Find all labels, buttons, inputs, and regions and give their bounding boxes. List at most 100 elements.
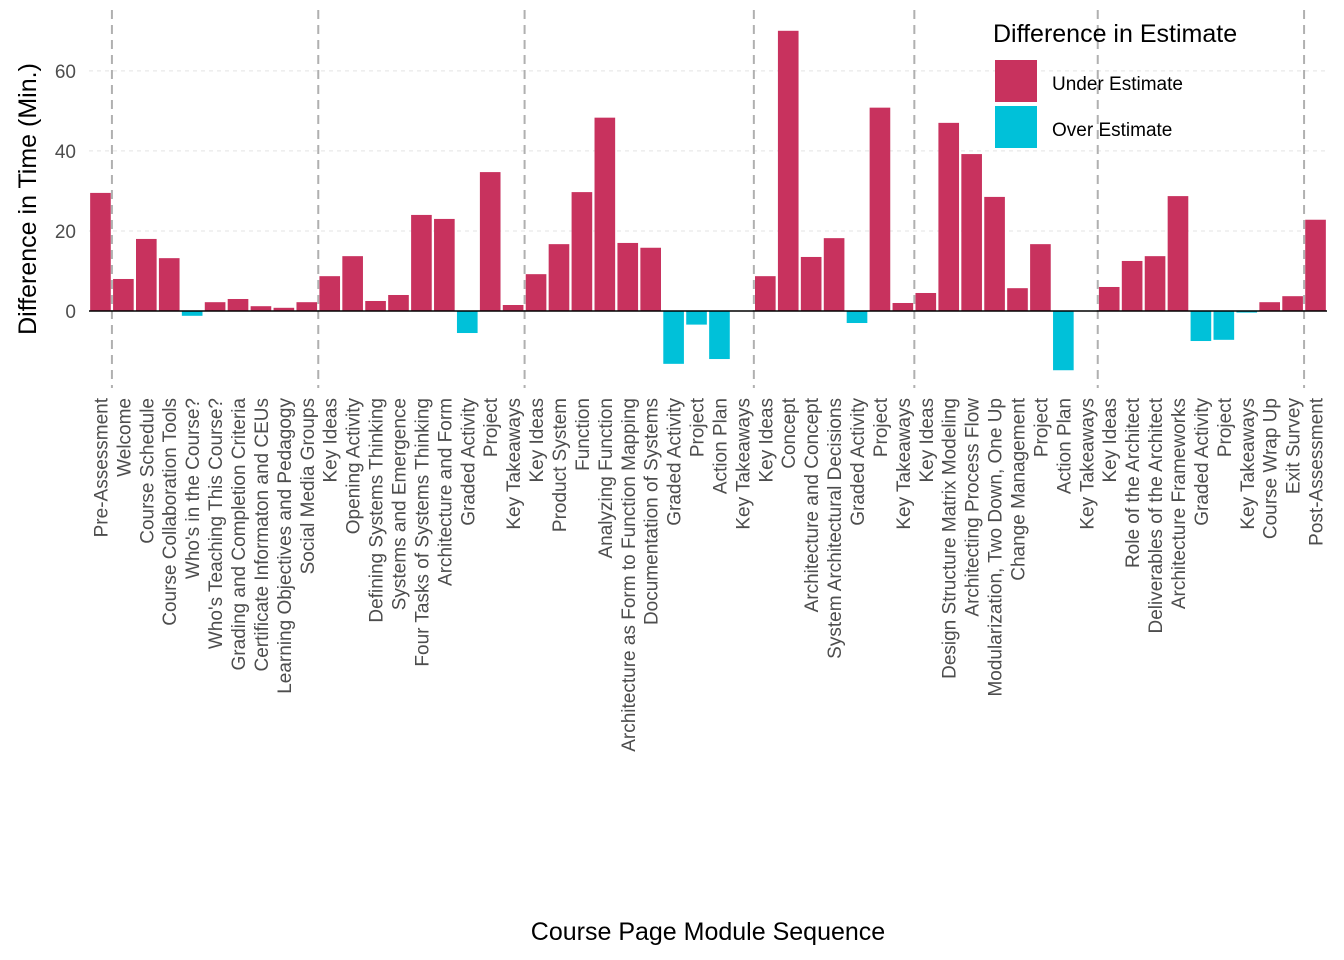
bar [434, 218, 455, 311]
legend: Difference in Estimate Under Estimate Ov… [993, 20, 1237, 148]
bar [1144, 256, 1166, 311]
y-tick-label: 60 [55, 62, 76, 83]
x-tick-label: Certificate Informaton and CEUs [252, 398, 273, 672]
section-dividers [110, 10, 1306, 388]
x-tick-label: Deliverables of the Architect [1146, 397, 1167, 633]
bar [640, 247, 661, 311]
x-tick-label: Change Management [1009, 397, 1030, 580]
x-tick-label: Project [481, 397, 502, 457]
x-tick-label: Project [1031, 397, 1052, 457]
bar [823, 238, 845, 311]
x-tick-label: Pre-Assessment [91, 397, 112, 537]
x-tick-label: Defining Systems Thinking [367, 398, 388, 623]
legend-label-over: Over Estimate [1052, 120, 1172, 141]
x-tick-label: Action Plan [710, 398, 731, 494]
x-tick-label: Key Takeaways [1077, 398, 1098, 530]
x-axis-title: Course Page Module Sequence [531, 918, 885, 946]
x-tick-label: Architecture Frameworks [1169, 398, 1190, 609]
x-tick-label: Project [688, 397, 709, 457]
x-tick-label: Role of the Architect [1123, 397, 1144, 568]
bar [800, 256, 822, 311]
bar [525, 274, 547, 311]
x-tick-label: Learning Objectives and Pedagogy [275, 398, 296, 694]
x-tick-label: Key Ideas [756, 398, 777, 483]
bar [158, 258, 180, 311]
legend-title: Difference in Estimate [993, 20, 1237, 48]
legend-swatch-over [995, 106, 1037, 148]
x-tick-label: Architecture and Form [435, 398, 456, 586]
bar [1282, 296, 1303, 311]
bar [777, 30, 799, 311]
bar [502, 305, 524, 311]
bar [204, 302, 226, 311]
x-tick-label: Key Ideas [917, 398, 938, 483]
y-tick-label: 20 [55, 222, 76, 243]
bar [1030, 244, 1051, 311]
bar [938, 122, 960, 311]
bar [755, 276, 776, 311]
bar [1190, 311, 1212, 342]
x-tick-label: Graded Activity [848, 398, 869, 526]
x-tick-label: Graded Activity [1192, 398, 1213, 526]
bar [571, 192, 593, 311]
bar [1259, 302, 1280, 311]
bar [892, 302, 914, 311]
x-tick-label: Course Wrap Up [1261, 398, 1282, 539]
bar [961, 154, 982, 311]
bar [319, 276, 341, 311]
bars [90, 30, 1326, 371]
bar [1053, 311, 1074, 371]
bar [90, 192, 111, 311]
bar [663, 311, 684, 364]
bar [686, 311, 707, 325]
y-tick-label: 0 [65, 302, 76, 323]
x-tick-label: Key Ideas [527, 398, 548, 483]
bar [548, 244, 570, 311]
x-tick-label: Who's in the Course? [183, 398, 204, 579]
x-tick-label: Analyzing Function [596, 398, 617, 559]
bar [365, 300, 386, 311]
bar [984, 196, 1005, 311]
bar [227, 298, 249, 311]
bar [617, 242, 639, 311]
x-tick-label: Documentation of Systems [642, 398, 663, 625]
bar [709, 311, 730, 360]
x-tick-label: Course Collaboration Tools [160, 398, 181, 626]
x-tick-label: Systems and Emergence [390, 398, 411, 610]
bar [479, 172, 501, 311]
x-tick-label: Architecting Process Flow [963, 398, 984, 617]
x-tick-label: System Architectural Decisions [825, 398, 846, 659]
x-axis-ticks: Pre-Assessment Welcome Course Schedule Cour… [91, 397, 1327, 751]
bar [869, 107, 891, 312]
y-axis-ticks: 0 20 40 60 [55, 62, 76, 323]
x-tick-label: Architecture as Form to Function Mapping [619, 398, 640, 752]
x-tick-label: Graded Activity [458, 398, 479, 526]
bar [1007, 288, 1028, 311]
x-tick-label: Course Schedule [137, 398, 158, 544]
x-tick-label: Social Media Groups [298, 398, 319, 574]
bar [1121, 260, 1143, 311]
bar [594, 117, 616, 311]
bar [296, 302, 318, 311]
x-tick-label: Action Plan [1054, 398, 1075, 494]
x-tick-label: Key Ideas [1100, 398, 1121, 483]
x-tick-label: Welcome [114, 398, 135, 477]
y-axis-title: Difference in Time (Min.) [14, 63, 42, 335]
x-tick-label: Key Takeaways [733, 398, 754, 530]
y-tick-label: 40 [55, 142, 76, 163]
x-tick-label: Grading and Completion Criteria [229, 398, 250, 671]
bar [915, 292, 937, 311]
bar [250, 306, 272, 311]
bar [411, 214, 432, 311]
x-tick-label: Project [1215, 397, 1236, 457]
x-tick-label: Key Ideas [321, 398, 342, 483]
x-tick-label: Opening Activity [344, 398, 365, 535]
legend-label-under: Under Estimate [1052, 74, 1183, 95]
bar [1167, 196, 1189, 311]
x-tick-label: Architecture and Concept [802, 397, 823, 612]
x-tick-label: Project [871, 397, 892, 457]
x-tick-label: Exit Survey [1284, 398, 1305, 495]
bar [1305, 219, 1326, 311]
x-tick-label: Concept [779, 397, 800, 468]
